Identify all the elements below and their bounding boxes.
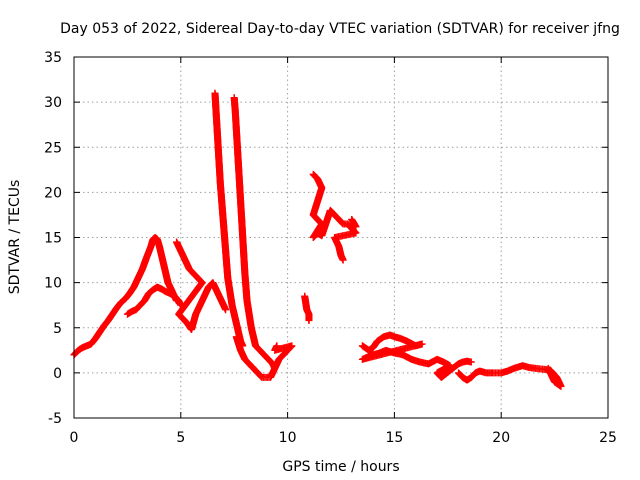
y-tick-label: -5 <box>48 411 62 427</box>
y-axis-label: SDTVAR / TECUs <box>7 180 23 295</box>
data-point-marker <box>273 342 281 350</box>
series-sdtvar-cluster-11h <box>301 170 360 325</box>
y-tick-label: 20 <box>44 185 62 201</box>
y-tick-label: 30 <box>44 95 62 111</box>
series-sdtvar-lower-band <box>123 283 185 318</box>
series-sdtvar-evening <box>358 331 475 381</box>
data-point-marker <box>339 256 347 264</box>
x-tick-label: 25 <box>599 430 617 446</box>
y-tick-label: 25 <box>44 140 62 156</box>
y-tick-label: 0 <box>53 366 62 382</box>
y-tick-label: 35 <box>44 50 62 66</box>
y-tick-label: 5 <box>53 321 62 337</box>
x-axis-label: GPS time / hours <box>282 459 399 475</box>
data-point-marker <box>544 364 552 372</box>
series-sdtvar-post-spike <box>232 333 296 381</box>
x-tick-label: 20 <box>492 430 510 446</box>
series-sdtvar-late <box>454 362 565 390</box>
tick-layer: 0 5 10 15 20 25 -5 0 5 10 15 20 25 30 35 <box>44 50 617 446</box>
data-layer <box>70 89 565 390</box>
data-point-marker <box>467 358 475 366</box>
series-sdtvar-mid-branch <box>173 238 230 334</box>
series-sdtvar-spike-1 <box>211 89 247 350</box>
x-tick-label: 15 <box>385 430 403 446</box>
y-tick-label: 15 <box>44 231 62 247</box>
data-point-marker <box>222 306 230 314</box>
x-tick-label: 10 <box>279 430 297 446</box>
series-sdtvar-main-rise <box>70 234 181 359</box>
data-point-marker <box>352 223 360 231</box>
chart-title: Day 053 of 2022, Sidereal Day-to-day VTE… <box>60 21 620 37</box>
x-tick-label: 5 <box>176 430 185 446</box>
y-tick-label: 10 <box>44 276 62 292</box>
data-point-marker <box>305 317 313 325</box>
x-tick-label: 0 <box>70 430 79 446</box>
